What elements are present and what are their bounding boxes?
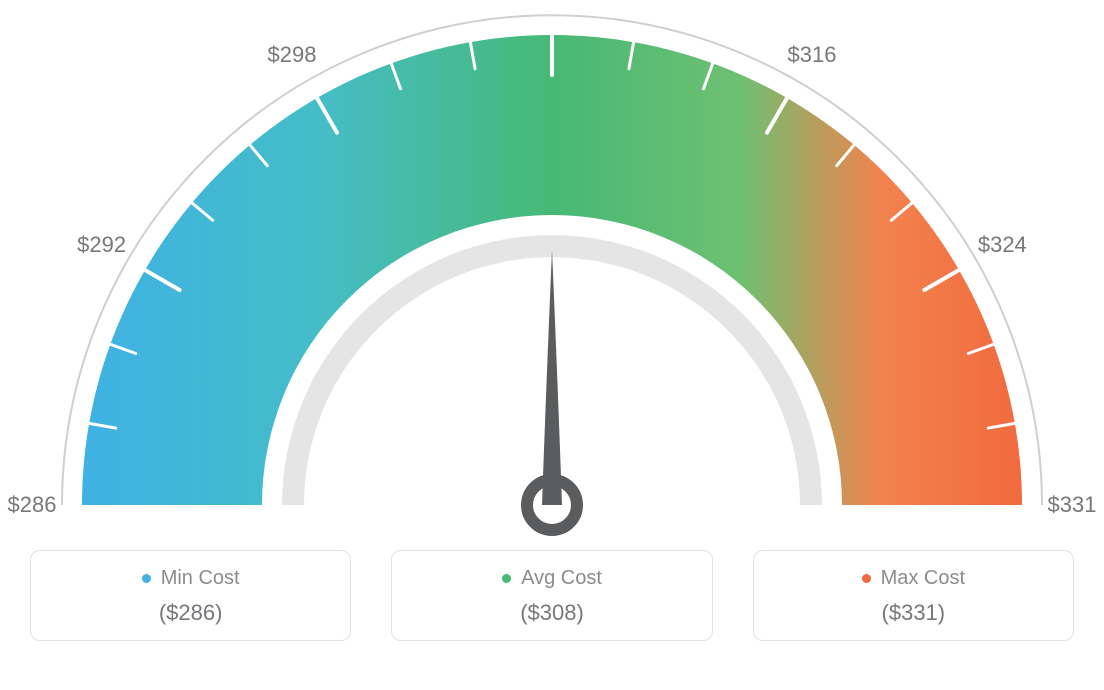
legend-label-avg: Avg Cost: [521, 567, 602, 590]
scale-label: $286: [8, 492, 57, 518]
legend-value-min: ($286): [31, 600, 350, 626]
legend-title-avg: Avg Cost: [502, 567, 602, 590]
scale-label: $292: [77, 232, 126, 258]
legend-label-min: Min Cost: [161, 567, 240, 590]
legend-label-max: Max Cost: [881, 567, 965, 590]
legend-value-avg: ($308): [392, 600, 711, 626]
legend-value-max: ($331): [754, 600, 1073, 626]
legend-title-max: Max Cost: [862, 567, 965, 590]
legend-title-min: Min Cost: [142, 567, 240, 590]
legend-card-avg: Avg Cost ($308): [391, 550, 712, 641]
legend-card-min: Min Cost ($286): [30, 550, 351, 641]
scale-label: $316: [788, 42, 837, 68]
scale-label: $324: [978, 232, 1027, 258]
legend-row: Min Cost ($286) Avg Cost ($308) Max Cost…: [0, 550, 1104, 641]
scale-label: $298: [268, 42, 317, 68]
gauge-svg: [0, 0, 1104, 560]
legend-dot-min: [142, 574, 151, 583]
legend-dot-max: [862, 574, 871, 583]
legend-card-max: Max Cost ($331): [753, 550, 1074, 641]
gauge-chart: $286$292$298$308$316$324$331: [0, 0, 1104, 550]
scale-label: $331: [1048, 492, 1097, 518]
legend-dot-avg: [502, 574, 511, 583]
